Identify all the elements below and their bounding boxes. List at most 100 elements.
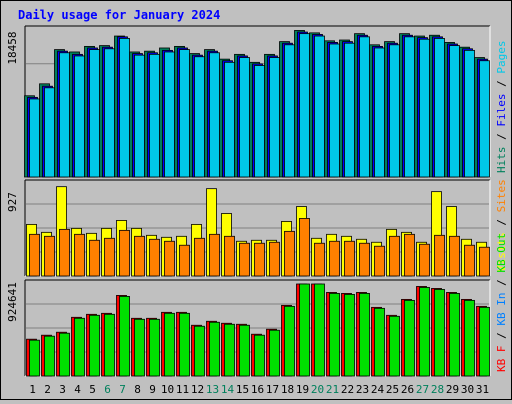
bar-sites-day-19 bbox=[299, 218, 310, 277]
bar-sites-day-10 bbox=[164, 240, 175, 277]
bar-sites-day-13 bbox=[209, 233, 220, 277]
bar-kb-out-day-22 bbox=[344, 294, 355, 377]
bar-kb-out-day-10 bbox=[164, 312, 175, 377]
bar-pages-day-24 bbox=[374, 47, 385, 178]
bar-sites-day-31 bbox=[479, 246, 490, 277]
bar-pages-day-27 bbox=[419, 38, 430, 178]
series-sites bbox=[29, 218, 490, 277]
bar-sites-day-4 bbox=[74, 233, 85, 277]
panel-legend: Hits / Files / Pages bbox=[495, 41, 508, 174]
legend-entry: / bbox=[495, 212, 508, 232]
bar-sites-day-3 bbox=[59, 228, 70, 277]
legend-entry: Hits bbox=[495, 147, 508, 174]
bar-pages-day-19 bbox=[299, 33, 310, 178]
legend-entry: Pages bbox=[495, 41, 508, 74]
bar-kb-out-day-1 bbox=[29, 339, 40, 377]
bar-kb-out-day-28 bbox=[434, 289, 445, 377]
x-tick-label-23: 23 bbox=[356, 383, 369, 396]
bar-sites-day-27 bbox=[419, 243, 430, 277]
bar-kb-out-day-4 bbox=[74, 317, 85, 377]
bar-sites-day-20 bbox=[314, 242, 325, 277]
chart-title: Daily usage for January 2024 bbox=[18, 8, 220, 22]
legend-entry: Files bbox=[495, 94, 508, 127]
panel-top: 18458 Hits / Files / Pages bbox=[6, 25, 508, 178]
x-tick-label-30: 30 bbox=[461, 383, 474, 396]
bar-pages-day-15 bbox=[239, 57, 250, 178]
bar-sites-day-21 bbox=[329, 240, 340, 277]
x-tick-label-22: 22 bbox=[341, 383, 354, 396]
bar-pages-day-25 bbox=[389, 44, 400, 178]
legend-entry: KB F bbox=[495, 346, 508, 373]
x-tick-label-29: 29 bbox=[446, 383, 459, 396]
x-tick-label-12: 12 bbox=[191, 383, 204, 396]
bar-pages-day-16 bbox=[254, 65, 265, 178]
bar-kb-out-day-15 bbox=[239, 324, 250, 377]
bar-kb-out-day-7 bbox=[119, 296, 130, 377]
bar-kb-out-day-5 bbox=[89, 314, 100, 377]
bar-kb-out-day-25 bbox=[389, 315, 400, 377]
panel-bot: 924641 KB F / KB In / KB Out bbox=[6, 233, 508, 377]
x-tick-label-11: 11 bbox=[176, 383, 189, 396]
x-tick-label-26: 26 bbox=[401, 383, 414, 396]
bar-sites-day-29 bbox=[449, 235, 460, 277]
bar-pages-day-14 bbox=[224, 61, 235, 178]
bar-pages-day-11 bbox=[179, 49, 190, 178]
x-tick-label-27: 27 bbox=[416, 383, 429, 396]
bar-pages-day-26 bbox=[404, 36, 415, 178]
bar-sites-day-11 bbox=[179, 244, 190, 277]
x-tick-label-28: 28 bbox=[431, 383, 444, 396]
legend-entry: / bbox=[495, 326, 508, 346]
legend-entry: Visits bbox=[495, 232, 508, 272]
bar-sites-day-12 bbox=[194, 237, 205, 277]
bar-kb-out-day-31 bbox=[479, 306, 490, 377]
bar-pages-day-5 bbox=[89, 49, 100, 178]
x-tick-label-17: 17 bbox=[266, 383, 279, 396]
series-pages bbox=[29, 33, 490, 178]
bar-pages-day-18 bbox=[284, 44, 295, 178]
legend-entry: Sites bbox=[495, 179, 508, 212]
bar-kb-out-day-8 bbox=[134, 318, 145, 377]
bar-sites-day-28 bbox=[434, 234, 445, 277]
x-tick-label-25: 25 bbox=[386, 383, 399, 396]
bar-sites-day-30 bbox=[464, 244, 475, 277]
x-tick-label-18: 18 bbox=[281, 383, 294, 396]
bar-kb-out-day-29 bbox=[449, 293, 460, 377]
series-kb-out bbox=[29, 283, 490, 377]
bar-kb-out-day-16 bbox=[254, 334, 265, 377]
bar-sites-day-16 bbox=[254, 242, 265, 277]
bar-pages-day-8 bbox=[134, 54, 145, 178]
bar-pages-day-20 bbox=[314, 35, 325, 178]
x-tick-label-16: 16 bbox=[251, 383, 264, 396]
bar-sites-day-7 bbox=[119, 229, 130, 277]
bar-pages-day-22 bbox=[344, 42, 355, 178]
bar-pages-day-17 bbox=[269, 57, 280, 178]
y-axis-max-label: 924641 bbox=[6, 282, 19, 322]
bar-pages-day-13 bbox=[209, 52, 220, 178]
panel-legend: Visits / Sites bbox=[495, 179, 508, 272]
bar-sites-day-15 bbox=[239, 242, 250, 277]
bar-kb-out-day-19 bbox=[299, 283, 310, 377]
bar-sites-day-14 bbox=[224, 235, 235, 277]
bar-sites-day-6 bbox=[104, 237, 115, 277]
bar-kb-out-day-17 bbox=[269, 329, 280, 377]
x-tick-label-3: 3 bbox=[59, 383, 66, 396]
panel-mid: 927 Visits / Sites bbox=[6, 179, 508, 277]
bar-kb-out-day-12 bbox=[194, 325, 205, 377]
x-tick-label-1: 1 bbox=[29, 383, 36, 396]
bar-kb-out-day-20 bbox=[314, 283, 325, 377]
x-tick-label-14: 14 bbox=[221, 383, 235, 396]
legend-entry: KB Out bbox=[495, 233, 508, 273]
bar-sites-day-9 bbox=[149, 238, 160, 277]
bar-sites-day-5 bbox=[89, 239, 100, 277]
bar-kb-out-day-24 bbox=[374, 307, 385, 377]
bar-sites-day-1 bbox=[29, 233, 40, 277]
y-axis-max-label: 18458 bbox=[6, 31, 19, 64]
legend-entry: / bbox=[495, 74, 508, 94]
bar-pages-day-29 bbox=[449, 45, 460, 178]
bar-sites-day-26 bbox=[404, 233, 415, 277]
x-tick-label-20: 20 bbox=[311, 383, 324, 396]
x-tick-label-24: 24 bbox=[371, 383, 385, 396]
x-tick-label-8: 8 bbox=[134, 383, 141, 396]
panel-legend: KB F / KB In / KB Out bbox=[495, 233, 508, 372]
bar-pages-day-31 bbox=[479, 60, 490, 178]
